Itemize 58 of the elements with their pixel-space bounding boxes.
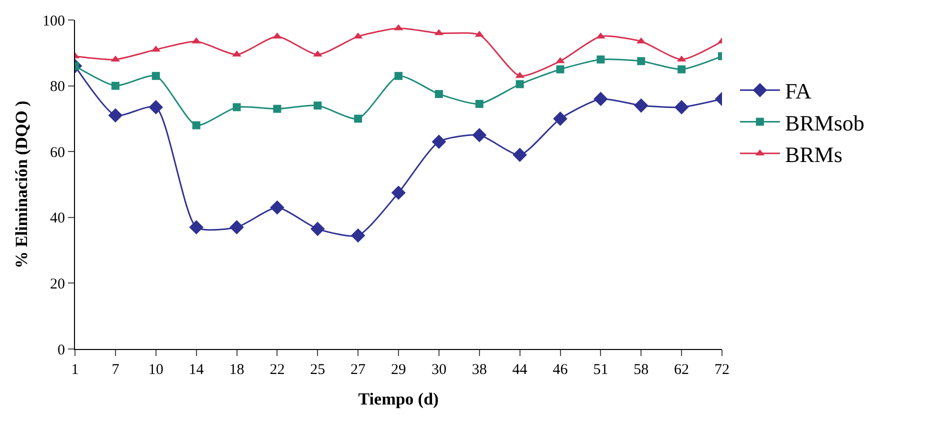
x-tick-label: 1 — [71, 362, 79, 378]
point — [310, 222, 325, 236]
point — [674, 100, 689, 114]
point — [432, 134, 446, 149]
point — [553, 112, 568, 126]
point — [350, 228, 366, 243]
y-tick-label: 0 — [58, 342, 65, 358]
x-tick-label: 44 — [512, 362, 528, 378]
point — [678, 65, 686, 74]
y-tick-label: 60 — [50, 144, 65, 161]
x-tick-label: 18 — [229, 362, 244, 378]
x-tick-label: 62 — [674, 362, 690, 378]
legend-label: BRMs — [784, 142, 842, 167]
x-tick-label: 27 — [350, 362, 366, 378]
y-axis-title: % Eliminación (DQO ) — [12, 100, 32, 268]
y-tick-label: 100 — [42, 13, 65, 30]
x-tick-label: 38 — [472, 362, 487, 378]
x-tick-label: 46 — [552, 362, 568, 378]
point — [354, 114, 362, 123]
point — [232, 103, 241, 112]
point — [189, 220, 204, 234]
y-tick-label: 40 — [50, 210, 65, 227]
point — [475, 100, 484, 108]
point — [594, 92, 608, 106]
point — [434, 90, 443, 98]
x-tick-label: 58 — [634, 362, 649, 378]
legend-label: BRMsob — [784, 110, 864, 136]
x-axis-title: Tiempo (d) — [358, 389, 439, 408]
point — [152, 72, 160, 80]
x-tick-label: 25 — [310, 362, 326, 378]
point — [391, 186, 406, 200]
point — [512, 148, 527, 162]
point — [108, 108, 123, 123]
point — [596, 55, 605, 64]
point — [148, 100, 164, 114]
x-tick-label: 7 — [112, 362, 120, 378]
x-tick-label: 10 — [148, 362, 164, 378]
x-tick-label: 22 — [270, 362, 285, 378]
point — [111, 82, 120, 90]
point — [192, 121, 200, 130]
x-tick-label: 51 — [593, 362, 608, 378]
point — [472, 128, 487, 142]
x-tick-label: 72 — [714, 362, 730, 378]
point — [314, 102, 322, 110]
x-tick-label: 14 — [188, 362, 204, 378]
point — [634, 98, 648, 113]
y-tick-label: 20 — [50, 276, 65, 292]
point — [270, 200, 284, 215]
x-tick-label: 29 — [391, 362, 406, 378]
point — [273, 104, 282, 113]
point — [230, 220, 244, 234]
point — [637, 57, 646, 66]
point — [556, 65, 564, 74]
y-tick-label: 80 — [50, 79, 65, 96]
point — [516, 80, 524, 88]
x-tick-label: 30 — [431, 362, 446, 378]
legend-label: FA — [784, 78, 812, 104]
point — [394, 72, 402, 80]
